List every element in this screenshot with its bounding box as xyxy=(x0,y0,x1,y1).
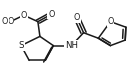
Text: O: O xyxy=(7,17,14,26)
Text: O: O xyxy=(48,10,55,19)
Text: O: O xyxy=(21,11,27,20)
Text: O: O xyxy=(74,13,80,22)
Text: S: S xyxy=(18,41,24,50)
Text: O: O xyxy=(2,17,8,26)
Text: O: O xyxy=(107,17,114,26)
Text: NH: NH xyxy=(65,41,78,50)
